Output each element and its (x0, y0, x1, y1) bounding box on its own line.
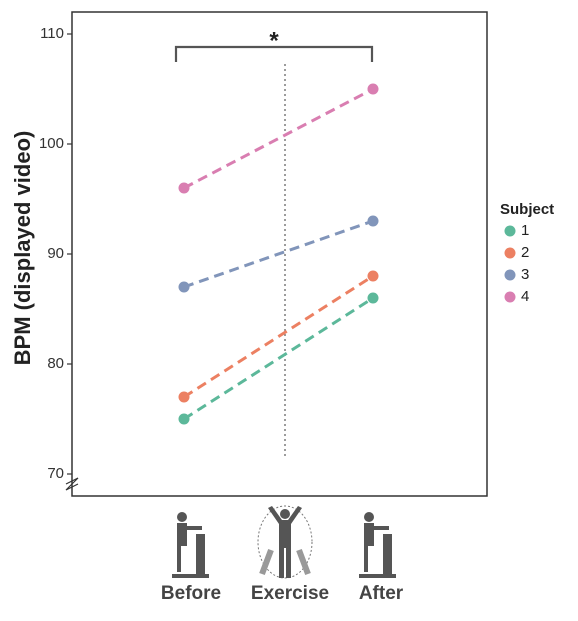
data-point (178, 281, 190, 293)
x-tick-label: Exercise (251, 583, 329, 604)
y-tick-label: 80 (47, 355, 64, 372)
y-tick-label: 70 (47, 465, 64, 482)
data-point (178, 391, 190, 403)
significance-label: * (269, 27, 279, 54)
legend-swatch (504, 269, 516, 281)
icon-exercise (257, 505, 313, 579)
legend-title: Subject (500, 201, 554, 218)
axis-break (65, 477, 79, 491)
data-point (178, 413, 190, 425)
data-point (367, 292, 379, 304)
legend-swatch (504, 247, 516, 259)
significance-bracket (174, 45, 374, 62)
data-point (367, 83, 379, 95)
series-line (183, 219, 374, 289)
legend-label: 3 (521, 266, 529, 283)
series-line (183, 274, 374, 399)
legend-label: 4 (521, 288, 529, 305)
y-tick-label: 100 (39, 135, 64, 152)
data-point (367, 270, 379, 282)
icon-before (172, 512, 209, 578)
legend-label: 2 (521, 244, 529, 261)
legend-swatch (504, 291, 516, 303)
data-point (367, 215, 379, 227)
legend-label: 1 (521, 222, 529, 239)
y-tick-label: 110 (40, 25, 64, 42)
x-tick-label: Before (161, 583, 221, 604)
icon-after (359, 512, 396, 578)
data-point (178, 182, 190, 194)
series-line (183, 296, 374, 421)
y-axis-label: BPM (displayed video) (10, 131, 35, 366)
y-tick-label: 90 (47, 245, 64, 262)
legend-swatch (504, 225, 516, 237)
x-tick-label: After (359, 583, 404, 604)
series-line (183, 87, 374, 190)
